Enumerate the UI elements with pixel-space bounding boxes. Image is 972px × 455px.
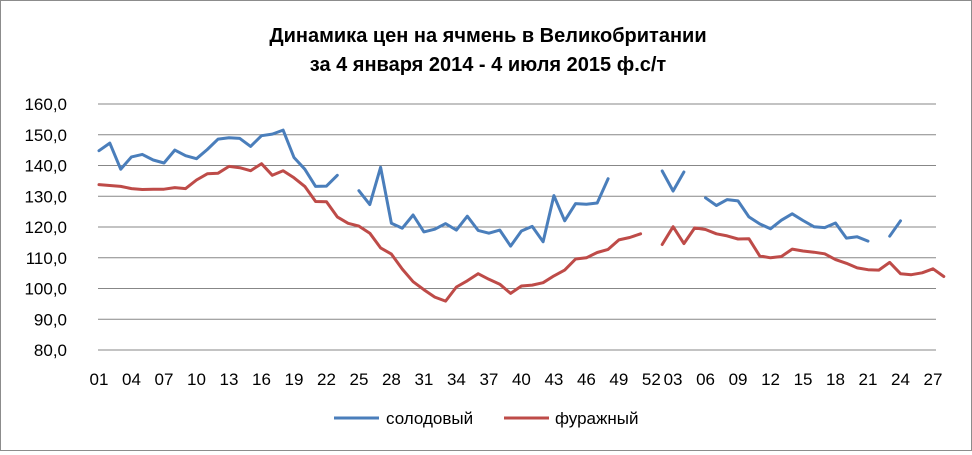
x-tick-label: 31 xyxy=(414,370,433,389)
y-tick-label: 100,0 xyxy=(24,280,67,299)
x-tick-label: 21 xyxy=(859,370,878,389)
x-tick-label: 27 xyxy=(924,370,943,389)
y-tick-label: 90,0 xyxy=(34,310,67,329)
chart-title: Динамика цен на ячмень в Великобритании xyxy=(269,25,706,47)
x-tick-label: 01 xyxy=(90,370,109,389)
x-tick-label: 04 xyxy=(122,370,141,389)
x-tick-label: 43 xyxy=(544,370,563,389)
chart-subtitle: за 4 января 2014 - 4 июля 2015 ф.с/т xyxy=(310,54,667,76)
x-tick-label: 25 xyxy=(349,370,368,389)
x-tick-label: 12 xyxy=(761,370,780,389)
x-tick-label: 52 xyxy=(642,370,661,389)
x-tick-label: 10 xyxy=(187,370,206,389)
x-tick-label: 09 xyxy=(729,370,748,389)
legend-label-malting: солодовый xyxy=(386,409,473,428)
y-tick-label: 150,0 xyxy=(24,126,67,145)
x-tick-label: 22 xyxy=(317,370,336,389)
x-tick-label: 19 xyxy=(285,370,304,389)
legend-label-feed: фуражный xyxy=(555,409,639,428)
y-tick-label: 80,0 xyxy=(34,341,67,360)
y-gridlines xyxy=(98,103,936,351)
x-tick-label: 07 xyxy=(155,370,174,389)
x-tick-label: 18 xyxy=(826,370,845,389)
y-axis-ticks: 160,0 150,0 140,0 130,0 120,0 110,0 100,0 90,0 8… xyxy=(24,95,67,360)
y-tick-label: 110,0 xyxy=(26,249,67,268)
series-line-malting xyxy=(97,128,902,248)
y-tick-label: 130,0 xyxy=(24,187,67,206)
x-tick-label: 34 xyxy=(447,370,466,389)
x-tick-label: 37 xyxy=(479,370,498,389)
x-axis-ticks: 01 04 07 10 13 16 19 22 25 28 31 34 37 40 43 46 49 52 03 06… xyxy=(90,370,943,389)
series-line-feed xyxy=(97,162,946,303)
series-lines xyxy=(97,128,946,303)
x-tick-label: 16 xyxy=(252,370,271,389)
x-tick-label: 49 xyxy=(609,370,628,389)
x-tick-label: 13 xyxy=(220,370,239,389)
y-tick-label: 120,0 xyxy=(24,218,67,237)
legend: солодовый фуражный xyxy=(334,409,639,428)
x-tick-label: 06 xyxy=(696,370,715,389)
y-tick-label: 140,0 xyxy=(24,157,67,176)
x-tick-label: 15 xyxy=(794,370,813,389)
x-tick-label: 24 xyxy=(891,370,910,389)
y-tick-label: 160,0 xyxy=(24,95,67,114)
x-tick-label: 03 xyxy=(664,370,683,389)
x-tick-label: 40 xyxy=(512,370,531,389)
x-tick-label: 28 xyxy=(382,370,401,389)
x-tick-label: 46 xyxy=(577,370,596,389)
